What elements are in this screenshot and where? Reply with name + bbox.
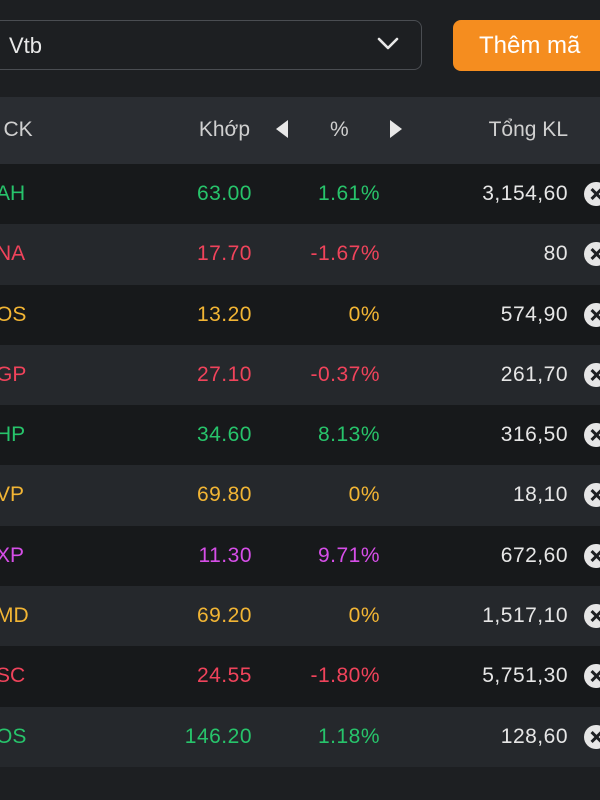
- remove-icon[interactable]: [584, 664, 600, 689]
- remove-icon[interactable]: [584, 724, 600, 749]
- stock-price: 17.70: [196, 242, 252, 266]
- chevron-down-icon[interactable]: [377, 37, 399, 51]
- remove-icon[interactable]: [584, 182, 600, 206]
- stock-volume: 261,70: [500, 362, 568, 386]
- stock-percent: 8.13%: [317, 423, 380, 447]
- stock-volume: 128,60: [500, 724, 568, 748]
- stock-percent: 0%: [348, 604, 380, 628]
- stock-volume: 18,10: [512, 483, 568, 507]
- column-header-percent[interactable]: %: [330, 118, 349, 141]
- stock-code: OS: [0, 724, 27, 748]
- table-row[interactable]: OS 146.20 1.18% 128,60: [0, 706, 600, 767]
- stock-price: 34.60: [196, 423, 252, 447]
- table-row[interactable]: OS 13.20 0% 574,90: [0, 284, 600, 345]
- stock-percent: 1.18%: [317, 724, 380, 748]
- stock-code: NA: [0, 242, 26, 266]
- stock-price: 13.20: [196, 302, 252, 326]
- remove-icon[interactable]: [584, 242, 600, 267]
- remove-icon[interactable]: [584, 604, 600, 629]
- stock-percent: 9.71%: [317, 543, 380, 567]
- stock-price: 24.55: [196, 664, 252, 688]
- stock-price: 11.30: [198, 543, 252, 567]
- stock-volume: 574,90: [500, 302, 568, 326]
- table-row[interactable]: NA 17.70 -1.67% 80: [0, 224, 600, 285]
- stock-volume: 3,154,60: [482, 182, 568, 205]
- watchlist-select[interactable]: Vtb: [0, 20, 422, 70]
- stock-price: 27.10: [196, 362, 252, 386]
- arrow-right-icon[interactable]: [390, 120, 402, 138]
- table-header: ã CK Khớp % Tổng KL: [0, 97, 600, 164]
- stock-percent: -1.80%: [310, 664, 380, 688]
- stock-percent: -0.37%: [310, 362, 380, 386]
- column-header-code[interactable]: ã CK: [0, 118, 33, 141]
- remove-icon[interactable]: [584, 302, 600, 327]
- table-row[interactable]: MD 69.20 0% 1,517,10: [0, 586, 600, 647]
- stock-code: SC: [0, 664, 26, 688]
- remove-icon[interactable]: [584, 423, 600, 448]
- stock-price: 146.20: [184, 724, 252, 748]
- stock-code: GP: [0, 362, 27, 386]
- table-row[interactable]: SC 24.55 -1.80% 5,751,30: [0, 646, 600, 707]
- stock-price: 69.20: [196, 604, 252, 628]
- column-header-volume[interactable]: Tổng KL: [488, 118, 568, 141]
- stock-volume: 80: [543, 242, 568, 266]
- stock-volume: 5,751,30: [482, 664, 568, 688]
- add-symbol-button[interactable]: Thêm mã: [453, 20, 600, 71]
- remove-icon[interactable]: [584, 483, 600, 508]
- stock-percent: 0%: [348, 302, 380, 326]
- stock-code: OS: [0, 302, 27, 326]
- table-row[interactable]: HP 34.60 8.13% 316,50: [0, 405, 600, 466]
- watchlist-select-value: Vtb: [9, 33, 43, 58]
- stock-volume: 316,50: [500, 423, 568, 447]
- arrow-left-icon[interactable]: [276, 120, 288, 138]
- table-row[interactable]: AH 63.00 1.61% 3,154,60: [0, 164, 600, 225]
- table-row[interactable]: VP 69.80 0% 18,10: [0, 465, 600, 526]
- table-row[interactable]: XP 11.30 9.71% 672,60: [0, 525, 600, 587]
- stock-code: XP: [0, 543, 25, 567]
- column-header-price[interactable]: Khớp: [198, 118, 250, 141]
- top-bar: Vtb Thêm mã: [0, 0, 600, 97]
- table-row[interactable]: GP 27.10 -0.37% 261,70: [0, 344, 600, 406]
- stock-code: VP: [0, 483, 25, 507]
- stock-percent: 1.61%: [317, 182, 380, 205]
- stock-code: AH: [0, 182, 26, 205]
- stock-volume: 672,60: [500, 543, 568, 567]
- remove-icon[interactable]: [584, 362, 600, 387]
- stock-volume: 1,517,10: [482, 604, 568, 628]
- stock-percent: 0%: [348, 483, 380, 507]
- stock-percent: -1.67%: [310, 242, 380, 266]
- remove-icon[interactable]: [584, 543, 600, 568]
- stock-price: 69.80: [196, 483, 252, 507]
- stock-price: 63.00: [196, 182, 252, 205]
- stock-code: MD: [0, 604, 29, 628]
- stock-code: HP: [0, 423, 26, 447]
- stock-list: AH 63.00 1.61% 3,154,60 NA 17.70 -1.67% 80 OS 13.…: [0, 164, 600, 767]
